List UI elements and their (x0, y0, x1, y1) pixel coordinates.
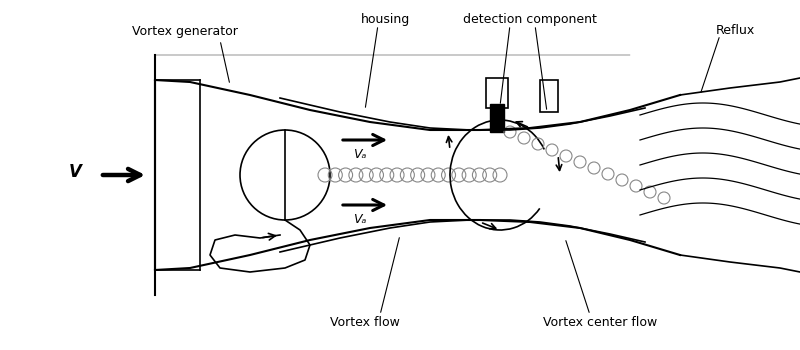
Text: Vortex center flow: Vortex center flow (543, 315, 657, 329)
Bar (486, 78, 508, 108)
Text: Vortex generator: Vortex generator (132, 26, 238, 38)
Text: Vₐ: Vₐ (354, 213, 366, 226)
Text: housing: housing (360, 14, 410, 27)
Text: V: V (69, 163, 82, 181)
Text: Vₐ: Vₐ (354, 148, 366, 161)
Bar (490, 104, 504, 132)
Text: Reflux: Reflux (715, 23, 754, 36)
Bar (540, 80, 558, 112)
Text: detection component: detection component (463, 14, 597, 27)
Text: Vortex flow: Vortex flow (330, 315, 400, 329)
